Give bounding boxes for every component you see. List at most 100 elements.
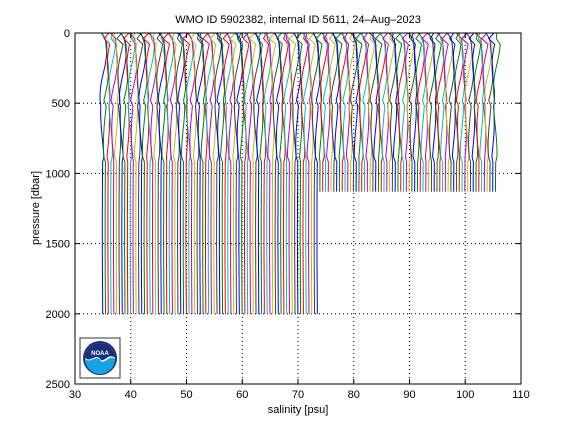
profile-line bbox=[122, 32, 131, 315]
y-tick-label: 2000 bbox=[46, 309, 70, 321]
x-tick-label: 40 bbox=[125, 389, 137, 401]
profile-line bbox=[254, 32, 263, 315]
profile-line bbox=[285, 32, 293, 315]
profile-line bbox=[387, 32, 395, 192]
x-tick-label: 90 bbox=[403, 389, 415, 401]
profile-line bbox=[348, 32, 356, 192]
profile-line bbox=[415, 32, 423, 192]
profile-line bbox=[492, 32, 501, 192]
x-tick-label: 100 bbox=[456, 389, 474, 401]
profile-line bbox=[215, 32, 224, 315]
x-tick-label: 80 bbox=[348, 389, 360, 401]
profile-line bbox=[445, 32, 454, 192]
profile-line bbox=[261, 32, 270, 315]
profile-line bbox=[148, 32, 157, 315]
profile-line bbox=[209, 32, 217, 315]
profile-line bbox=[234, 32, 244, 315]
profile-line bbox=[228, 32, 237, 315]
profile-line bbox=[224, 32, 233, 315]
profile-line bbox=[332, 32, 340, 192]
profile-line bbox=[272, 32, 281, 315]
profile-series bbox=[99, 32, 501, 315]
profile-line bbox=[206, 32, 215, 315]
profile-line bbox=[138, 32, 147, 315]
profile-line bbox=[328, 32, 336, 192]
profile-line bbox=[427, 32, 436, 192]
profile-line bbox=[301, 32, 311, 315]
profile-line bbox=[454, 32, 462, 192]
profile-line bbox=[475, 32, 484, 192]
profile-line bbox=[248, 32, 257, 315]
profile-line bbox=[136, 32, 144, 315]
x-tick-label: 110 bbox=[512, 389, 530, 401]
profile-line bbox=[395, 32, 403, 192]
profile-line bbox=[112, 32, 120, 315]
x-tick-label: 30 bbox=[69, 389, 81, 401]
profile-line bbox=[410, 32, 418, 192]
profile-line bbox=[288, 32, 297, 315]
profile-line bbox=[244, 32, 252, 315]
profile-line bbox=[162, 32, 171, 315]
profile-line bbox=[378, 32, 387, 192]
x-tick-label: 60 bbox=[236, 389, 248, 401]
profile-line bbox=[321, 32, 330, 192]
profile-line bbox=[374, 32, 383, 192]
y-axis-title: pressure [dbar] bbox=[30, 171, 42, 245]
profile-line bbox=[406, 32, 415, 192]
profile-line bbox=[127, 32, 136, 315]
profile-line bbox=[291, 32, 300, 315]
profile-line bbox=[118, 32, 127, 315]
axis-ticks: 30 40 50 60 70 80 90 100 110 0 500 1000 1500 2000 2500 bbox=[46, 28, 530, 401]
profile-line bbox=[147, 32, 156, 315]
profile-line bbox=[185, 32, 194, 315]
profile-line bbox=[202, 32, 210, 315]
profile-line bbox=[324, 32, 332, 192]
profile-line bbox=[293, 32, 302, 315]
chart-title: WMO ID 5902382, internal ID 5611, 24–Aug… bbox=[175, 14, 421, 26]
profile-line bbox=[473, 32, 482, 192]
profile-line bbox=[156, 32, 164, 315]
profile-line bbox=[407, 32, 416, 192]
profile-line bbox=[218, 32, 226, 315]
profile-line bbox=[340, 32, 349, 192]
profile-line bbox=[458, 32, 466, 192]
y-tick-label: 500 bbox=[52, 98, 70, 110]
profile-line bbox=[196, 32, 205, 315]
profile-line bbox=[242, 32, 250, 315]
profile-line bbox=[311, 32, 320, 315]
profile-line bbox=[108, 32, 117, 315]
profile-line bbox=[304, 32, 312, 315]
profile-line bbox=[352, 32, 360, 192]
profile-line bbox=[233, 32, 242, 315]
profile-line bbox=[142, 32, 151, 315]
profile-line bbox=[343, 32, 351, 192]
profile-line bbox=[222, 32, 230, 315]
y-tick-label: 1000 bbox=[46, 168, 70, 180]
profile-line bbox=[429, 32, 437, 192]
profile-line bbox=[214, 32, 223, 315]
profile-line bbox=[419, 32, 427, 192]
x-tick-label: 70 bbox=[292, 389, 304, 401]
profile-line bbox=[177, 32, 185, 315]
profile-line bbox=[484, 32, 492, 192]
profile-line bbox=[100, 32, 109, 315]
noaa-logo-text: NOAA bbox=[91, 351, 109, 357]
profile-line bbox=[157, 32, 166, 315]
profile-line bbox=[199, 32, 206, 315]
profile-line bbox=[131, 32, 139, 315]
profile-line bbox=[391, 32, 399, 192]
y-tick-label: 0 bbox=[64, 28, 70, 40]
profile-line bbox=[464, 32, 473, 192]
x-axis-title: salinity [psu] bbox=[268, 404, 329, 416]
profile-line bbox=[426, 32, 434, 192]
profile-line bbox=[358, 32, 367, 192]
profile-line bbox=[182, 32, 190, 315]
profile-line bbox=[205, 32, 214, 315]
x-tick-label: 50 bbox=[180, 389, 192, 401]
profile-line bbox=[187, 32, 196, 315]
profile-line bbox=[268, 32, 277, 315]
profile-line bbox=[166, 32, 175, 315]
profile-line bbox=[388, 32, 397, 192]
profile-line bbox=[416, 32, 425, 192]
